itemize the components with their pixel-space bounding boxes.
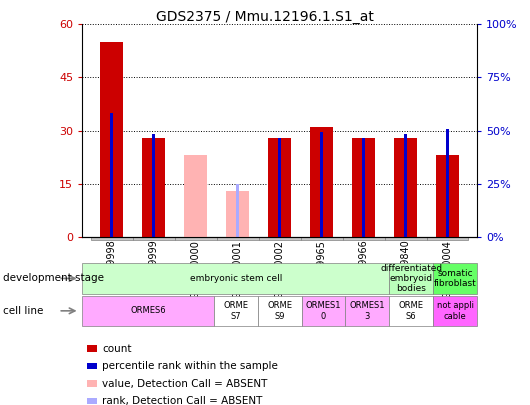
Bar (142, 138, 165, 237)
Bar (110, 113, 113, 237)
FancyBboxPatch shape (217, 237, 259, 241)
Bar (362, 138, 365, 237)
Text: ORME
S9: ORME S9 (267, 301, 292, 320)
FancyBboxPatch shape (91, 237, 132, 241)
Bar (236, 184, 239, 237)
Text: ORME
S6: ORME S6 (399, 301, 423, 320)
Text: development stage: development stage (3, 273, 104, 283)
Bar (226, 191, 249, 237)
Bar (436, 156, 459, 237)
Text: differentiated
embryoid
bodies: differentiated embryoid bodies (380, 264, 442, 293)
Bar (352, 138, 375, 237)
Bar (310, 127, 333, 237)
Bar (446, 129, 449, 237)
FancyBboxPatch shape (427, 237, 469, 241)
FancyBboxPatch shape (174, 237, 217, 241)
FancyBboxPatch shape (259, 237, 301, 241)
Text: ORME
S7: ORME S7 (223, 301, 248, 320)
Text: value, Detection Call = ABSENT: value, Detection Call = ABSENT (102, 379, 268, 388)
Text: cell line: cell line (3, 306, 43, 316)
Text: percentile rank within the sample: percentile rank within the sample (102, 361, 278, 371)
Text: GDS2375 / Mmu.12196.1.S1_at: GDS2375 / Mmu.12196.1.S1_at (156, 10, 374, 24)
Bar (404, 134, 407, 237)
Bar (320, 132, 323, 237)
Bar (268, 138, 291, 237)
Bar (278, 138, 281, 237)
Text: ORMES6: ORMES6 (130, 306, 166, 315)
Bar (394, 138, 417, 237)
FancyBboxPatch shape (385, 237, 427, 241)
FancyBboxPatch shape (342, 237, 385, 241)
Text: ORMES1
0: ORMES1 0 (306, 301, 341, 320)
Bar (152, 134, 155, 237)
Text: ORMES1
3: ORMES1 3 (350, 301, 385, 320)
FancyBboxPatch shape (132, 237, 174, 241)
Bar (100, 42, 123, 237)
Text: count: count (102, 344, 132, 354)
FancyBboxPatch shape (301, 237, 342, 241)
Text: not appli
cable: not appli cable (437, 301, 474, 320)
Text: embryonic stem cell: embryonic stem cell (190, 274, 282, 283)
Bar (184, 156, 207, 237)
Text: somatic
fibroblast: somatic fibroblast (434, 269, 476, 288)
Text: rank, Detection Call = ABSENT: rank, Detection Call = ABSENT (102, 396, 263, 405)
